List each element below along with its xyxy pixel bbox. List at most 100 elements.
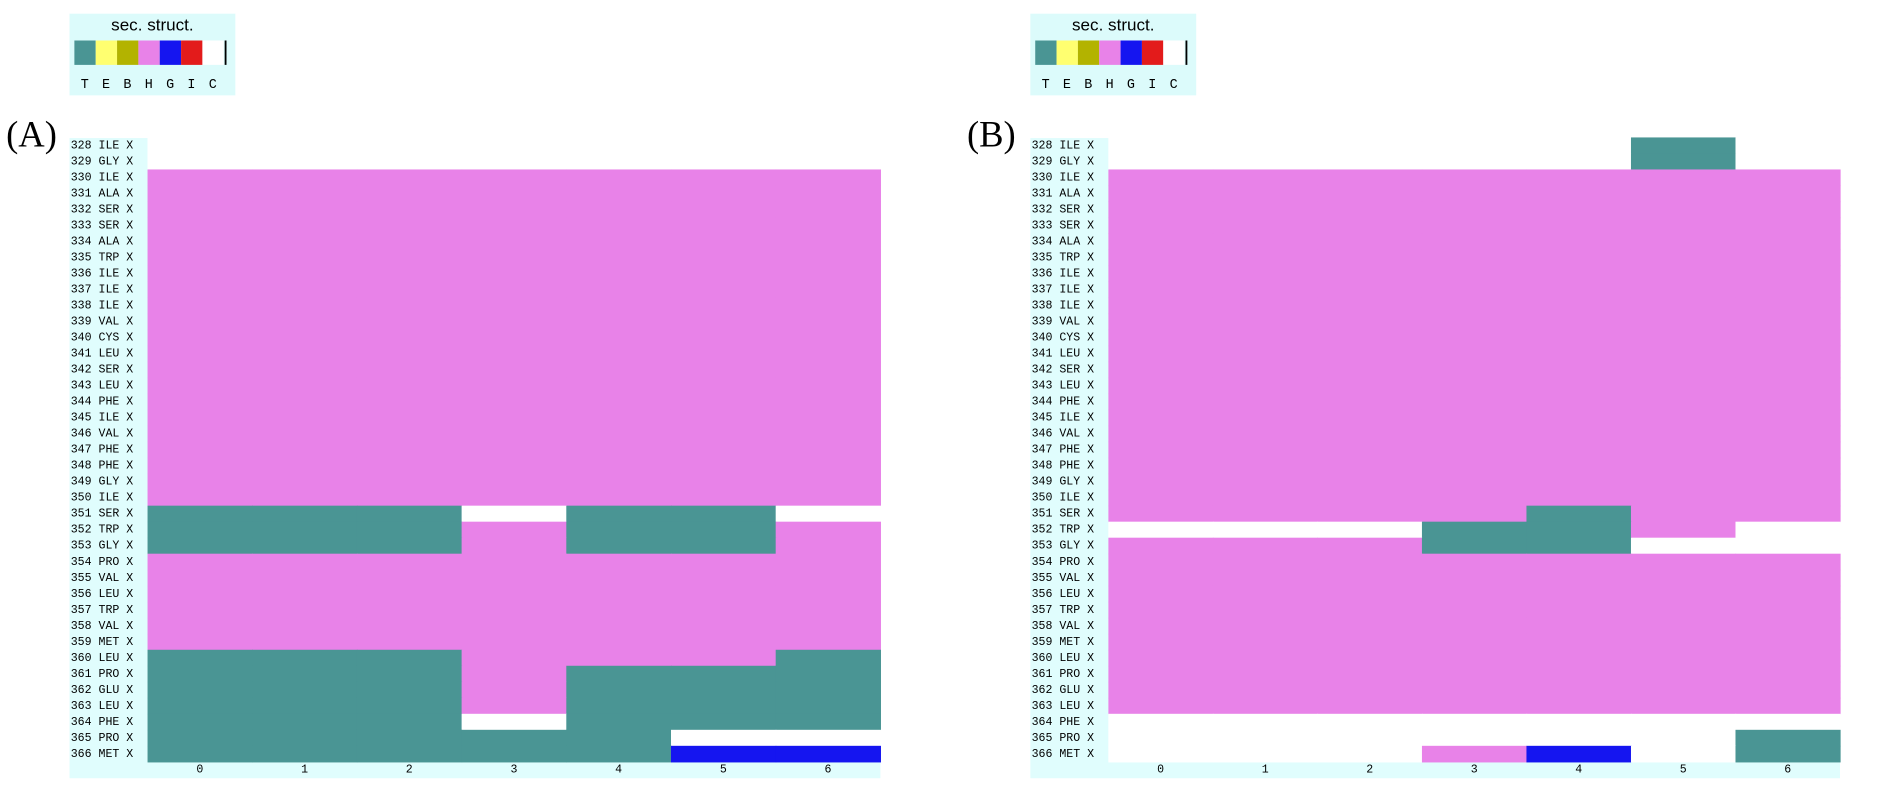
structure-cell [1526,473,1632,491]
structure-cell [1735,585,1841,603]
structure-cell [461,745,567,763]
structure-cell [461,617,567,635]
structure-cell [1630,505,1737,523]
structure-cell [1526,313,1632,331]
structure-cell [1317,137,1423,155]
structure-cell [252,297,358,315]
structure-cell [461,169,567,187]
structure-cell [1108,297,1214,315]
legend-swatch [95,40,118,65]
structure-cell [1421,313,1528,331]
structure-cell [1317,169,1423,187]
structure-cell [1630,377,1737,395]
structure-cell [147,617,253,635]
structure-cell [1526,745,1632,763]
structure-cell [147,601,253,619]
residue-label: 354 PRO X [71,556,134,569]
structure-cell [252,457,358,475]
structure-cell [356,169,463,187]
structure-cell [356,201,463,219]
residue-label: 363 LEU X [1032,700,1095,713]
structure-cell [461,329,567,347]
structure-cell [356,457,463,475]
structure-cell [147,169,253,187]
structure-cell [1108,505,1214,523]
structure-cell [775,489,881,507]
structure-cell [1630,153,1737,171]
structure-cell [356,489,463,507]
structure-cell [566,569,672,587]
structure-cell [1735,329,1841,347]
structure-cell [1735,665,1841,683]
residue-label: 330 ILE X [71,172,134,185]
structure-cell [1526,233,1632,251]
structure-cell [1317,601,1423,619]
legend-code: H [145,78,153,93]
structure-cell [1108,265,1214,283]
structure-cell [1317,665,1423,683]
structure-cell [1526,201,1632,219]
structure-cell [461,249,567,267]
structure-cell [1630,297,1737,315]
structure-cell [461,585,567,603]
structure-cell [566,233,672,251]
residue-label: 358 VAL X [1032,620,1095,633]
structure-cell [1630,137,1737,155]
structure-cell [147,681,253,699]
structure-cell [775,201,881,219]
residue-label: 328 ILE X [71,140,134,153]
structure-cell [1317,441,1423,459]
structure-cell [775,377,881,395]
structure-cell [775,393,881,411]
structure-cell [147,233,253,251]
structure-cell [670,505,777,523]
residue-label: 343 LEU X [1032,380,1095,393]
structure-cell [1630,329,1737,347]
structure-cell [1317,329,1423,347]
structure-cell [670,281,777,299]
structure-cell [461,569,567,587]
structure-cell [1108,729,1214,747]
structure-cell [1317,489,1423,507]
structure-cell [252,425,358,443]
residue-label: 360 LEU X [71,652,134,665]
structure-cell [1735,601,1841,619]
residue-label: 328 ILE X [1032,140,1095,153]
residue-label: 331 ALA X [1032,188,1095,201]
structure-cell [1317,745,1423,763]
structure-cell [566,457,672,475]
structure-cell [1630,217,1737,235]
structure-cell [1735,233,1841,251]
frame-label: 0 [196,764,203,777]
structure-cell [147,425,253,443]
structure-cell [1317,153,1423,171]
structure-cell [1212,201,1319,219]
structure-cell [1735,265,1841,283]
structure-cell [775,297,881,315]
structure-cell [1317,729,1423,747]
structure-cell [252,521,358,539]
residue-label: 349 GLY X [71,476,134,489]
residue-label: 355 VAL X [71,572,134,585]
structure-cell [252,489,358,507]
structure-cell [670,169,777,187]
structure-cell [1212,281,1319,299]
structure-cell [775,505,881,523]
structure-cell [1421,281,1528,299]
residue-label: 330 ILE X [1032,172,1095,185]
structure-cell [147,745,253,763]
structure-cell [1735,489,1841,507]
structure-cell [566,745,672,763]
structure-cell [1421,521,1528,539]
structure-cell [1421,505,1528,523]
residue-label: 333 SER X [1032,220,1095,233]
structure-cell [356,617,463,635]
structure-cell [252,393,358,411]
structure-cell [1421,745,1528,763]
structure-cell [252,585,358,603]
structure-cell [1317,585,1423,603]
residue-label: 357 TRP X [71,604,134,617]
structure-cell [670,489,777,507]
structure-cell [1735,745,1841,763]
structure-cell [775,233,881,251]
